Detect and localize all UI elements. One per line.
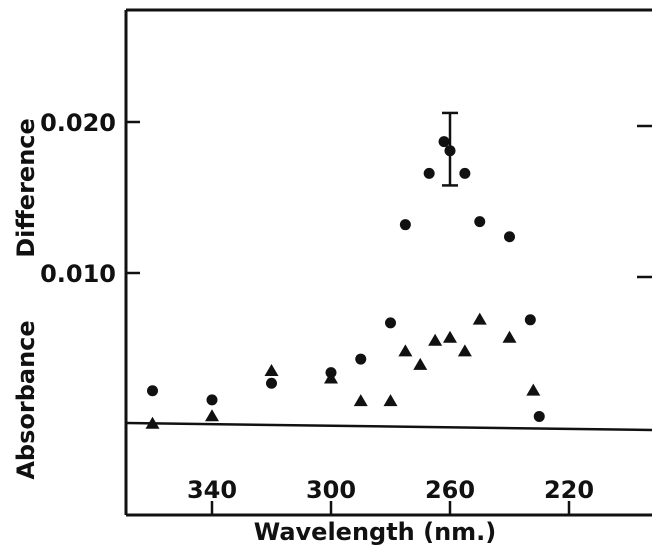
x-axis-title: Wavelength (nm.) [254,518,497,546]
circle-point [438,136,450,148]
plot-frame [124,8,652,517]
x-tick-label: 220 [544,476,594,504]
circle-point [206,394,218,406]
circle-point [423,167,435,179]
circle-point [399,219,411,231]
y-axis-title-word-2: Difference [12,118,40,258]
circle-point [266,377,277,389]
triangle-point [264,363,279,376]
triangle-point [383,394,398,407]
axis-tick-labels: 340 300 260 220 0.010 0.020 [40,109,594,504]
triangle-point [145,416,160,429]
circle-point [385,317,396,329]
axis-titles: Wavelength (nm.) Absorbance Difference [12,118,496,546]
error-bars [442,111,458,187]
circle-point [504,231,515,243]
circle-point [355,353,367,365]
circle-point [459,167,471,179]
zero-line [125,421,653,432]
triangle-point [398,344,413,357]
y-axis-title-word-1: Absorbance [12,320,40,479]
triangle-point [443,330,457,343]
triangle-point [428,333,443,346]
triangle-point [526,383,541,396]
x-tick-label: 340 [187,476,237,504]
triangle-point [353,394,368,407]
triangle-point [457,344,472,357]
triangle-point [324,371,338,384]
data-marks [145,136,545,429]
circle-point [524,314,536,326]
y-tick-label: 0.020 [40,109,116,137]
y-tick-label: 0.010 [40,260,116,288]
circle-point [474,216,486,228]
axis-ticks [126,120,652,515]
triangle-point [413,357,428,370]
triangle-point [502,330,517,343]
triangle-point [205,409,219,422]
triangle-point [472,312,487,325]
x-tick-label: 260 [425,476,475,504]
zero-reference-line [125,421,653,432]
x-tick-label: 300 [306,476,356,504]
circle-point [533,410,545,422]
circle-point [147,385,158,397]
